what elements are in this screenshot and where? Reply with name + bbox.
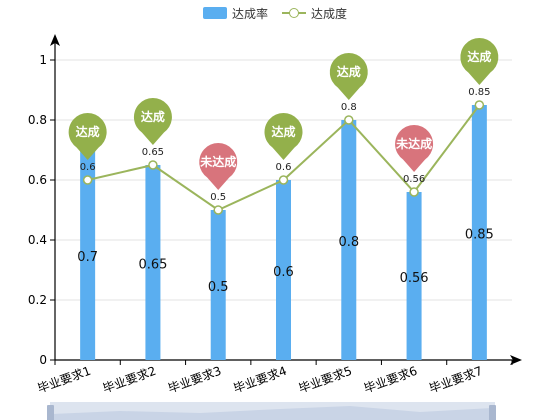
x-tick-label: 毕业要求7: [427, 364, 484, 396]
marker-pin[interactable]: [68, 112, 107, 160]
bar-value-label: 0.7: [77, 250, 98, 265]
x-tick-label: 毕业要求6: [362, 364, 419, 396]
x-tick-label: 毕业要求1: [36, 364, 93, 396]
legend-item-line[interactable]: 达成度: [282, 5, 347, 22]
legend-label-bar: 达成率: [231, 6, 268, 21]
marker-pin[interactable]: [395, 124, 434, 172]
legend-item-bar[interactable]: 达成率: [202, 5, 268, 22]
line-point[interactable]: [148, 160, 158, 170]
bar-value-label: 0.56: [400, 271, 429, 286]
bar-value-label: 0.8: [338, 235, 359, 250]
bar-value-label: 0.5: [208, 280, 229, 295]
x-axis-arrow: [510, 355, 522, 365]
line-point[interactable]: [82, 175, 93, 185]
y-axis-arrow: [50, 34, 60, 46]
marker-pin[interactable]: [264, 113, 303, 160]
bar-value-label: 0.85: [465, 228, 494, 243]
bar[interactable]: [471, 105, 487, 360]
bar[interactable]: [276, 180, 291, 360]
zoom-handle-right[interactable]: [489, 405, 496, 420]
marker-pin-label: 达成: [141, 109, 165, 124]
y-tick-label: 0: [39, 353, 47, 367]
x-tick-label: 毕业要求5: [297, 364, 354, 396]
legend: 达成率 达成度: [0, 3, 550, 23]
data-zoom-slider[interactable]: [47, 402, 496, 420]
y-tick-label: 0.8: [28, 113, 47, 127]
zoom-handle-left[interactable]: [47, 405, 54, 420]
line-point[interactable]: [213, 205, 223, 215]
marker-pin-label: 达成: [76, 124, 100, 139]
x-tick-label: 毕业要求3: [166, 364, 223, 396]
line-point[interactable]: [278, 175, 289, 185]
marker-pin[interactable]: [460, 38, 499, 85]
legend-swatch-line: [282, 7, 306, 19]
bar[interactable]: [80, 150, 96, 360]
bar[interactable]: [145, 165, 161, 360]
legend-label-line: 达成度: [311, 6, 348, 21]
bar-value-label: 0.6: [273, 265, 294, 280]
x-tick-label: 毕业要求4: [231, 364, 288, 396]
marker-pin-label: 达成: [337, 64, 361, 79]
marker-pin-label: 未达成: [199, 154, 236, 169]
bar-series: 0.7 0.65 0.5 0.6 0.8 0.56 0.85: [77, 105, 494, 360]
line-series: 0.6 0.65 0.5 0.6 0.8 0.56 0.85: [80, 87, 490, 215]
y-tick-label: 0.2: [28, 293, 47, 307]
zoom-shadow: [52, 406, 492, 420]
line-point[interactable]: [409, 187, 419, 197]
line-value-label: 0.8: [341, 102, 357, 113]
y-tick-label: 0.6: [28, 173, 47, 187]
marker-pin[interactable]: [329, 52, 368, 100]
line-value-label: 0.6: [80, 162, 96, 173]
line-point[interactable]: [344, 115, 354, 125]
line-value-label: 0.85: [468, 87, 490, 98]
line-value-label: 0.6: [276, 162, 292, 173]
legend-swatch-bar: [202, 7, 227, 19]
line-point[interactable]: [474, 100, 485, 110]
bar-value-label: 0.65: [138, 258, 167, 273]
y-tick-label: 1: [39, 53, 47, 67]
marker-pin[interactable]: [199, 142, 238, 190]
line-value-label: 0.5: [210, 192, 226, 203]
x-tick-label: 毕业要求2: [101, 364, 158, 396]
bar[interactable]: [210, 210, 226, 360]
marker-pin-label: 达成: [467, 49, 491, 64]
marker-pin-label: 达成: [271, 124, 295, 139]
y-tick-label: 0.4: [28, 233, 47, 247]
bar[interactable]: [341, 120, 357, 360]
bar[interactable]: [406, 192, 422, 360]
line-value-label: 0.65: [142, 147, 164, 158]
marker-pin-label: 未达成: [395, 136, 432, 151]
line-value-label: 0.56: [403, 174, 425, 185]
marker-pin[interactable]: [133, 97, 172, 145]
